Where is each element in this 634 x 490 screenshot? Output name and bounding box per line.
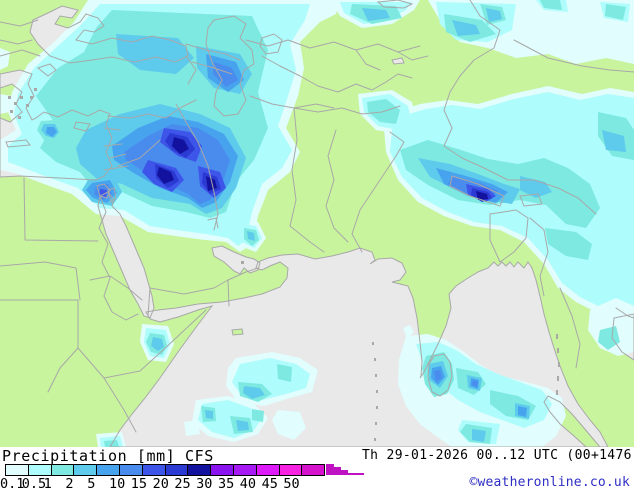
legend-box-45 — [278, 464, 303, 476]
legend-box-2 — [73, 464, 98, 476]
legend-box-50 — [301, 464, 326, 476]
legend-box-10 — [118, 464, 143, 476]
precipitation-map — [0, 0, 634, 447]
legend-label-20: 20 — [152, 476, 169, 490]
legend-box-20 — [164, 464, 189, 476]
legend-label-10: 10 — [108, 476, 126, 490]
island-specks — [8, 88, 560, 441]
legend-label-40: 40 — [239, 476, 257, 490]
legend-label-35: 35 — [217, 476, 235, 490]
forecast-timestamp: Th 29-01-2026 00..12 UTC (00+1476 — [362, 448, 632, 463]
legend-boxes — [5, 464, 326, 476]
copyright-watermark: ©weatheronline.co.uk — [469, 475, 630, 490]
legend-box-0.5 — [27, 464, 52, 476]
legend-label-0.1: 0.1 — [0, 476, 25, 490]
legend-label-45: 45 — [261, 476, 278, 490]
legend-box-30 — [210, 464, 234, 476]
legend-box-25 — [187, 464, 212, 476]
legend-box-1 — [50, 464, 75, 476]
legend-box-0.1 — [5, 464, 29, 476]
legend-box-5 — [96, 464, 120, 476]
country-borders — [0, 0, 634, 433]
legend-label-2: 2 — [65, 476, 74, 490]
legend-label-30: 30 — [196, 476, 213, 490]
legend-arrow — [326, 464, 365, 475]
legend-label-0.5: 0.5 — [21, 476, 47, 490]
legend-title: Precipitation [mm] CFS — [2, 447, 214, 465]
legend-box-40 — [255, 464, 280, 476]
legend-box-35 — [232, 464, 257, 476]
map-svg — [0, 0, 634, 447]
precipitation-contours — [0, 0, 634, 447]
legend-label-1: 1 — [43, 476, 52, 490]
legend-label-5: 5 — [87, 476, 96, 490]
legend-bar — [5, 464, 366, 476]
legend-label-50: 50 — [283, 476, 300, 490]
legend-label-15: 15 — [130, 476, 148, 490]
legend-footer: Precipitation [mm] CFS Th 29-01-2026 00.… — [0, 447, 634, 490]
legend-box-15 — [141, 464, 166, 476]
legend-label-25: 25 — [174, 476, 191, 490]
legend-labels: 0.1 0.5 1 2 5 10 15 20 25 30 35 40 45 50 — [0, 476, 305, 490]
